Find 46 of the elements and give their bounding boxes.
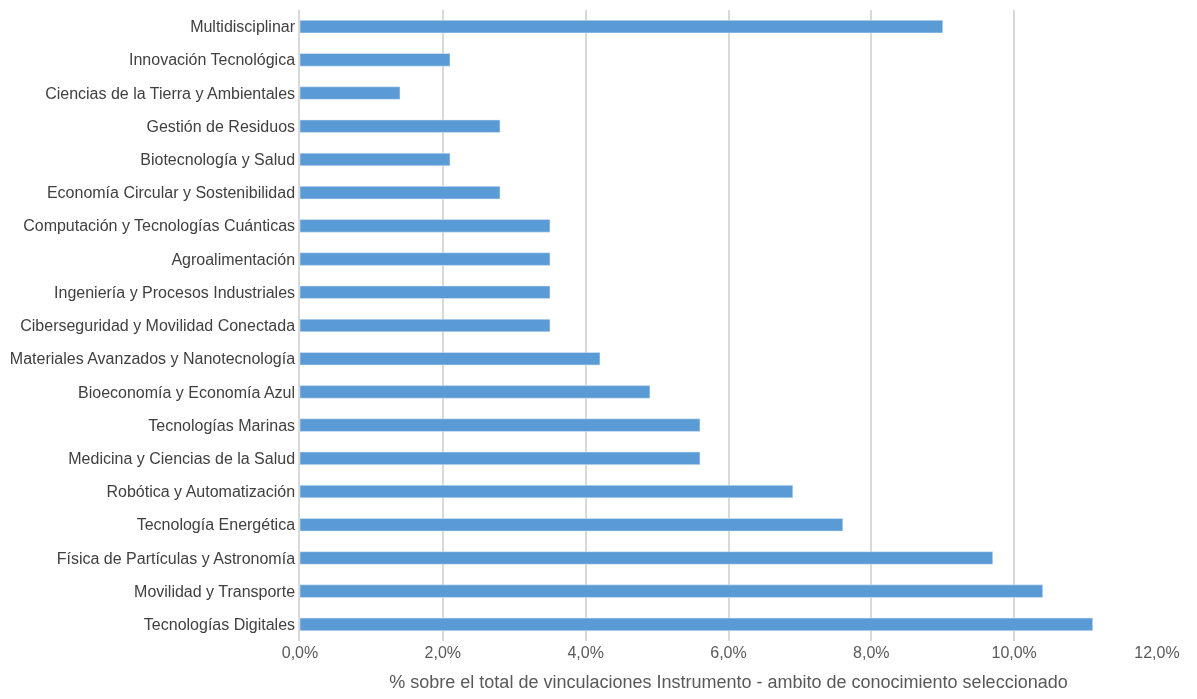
bar — [300, 385, 651, 399]
bar — [300, 252, 551, 266]
bar — [300, 451, 701, 465]
y-tick-label: Ciberseguridad y Movilidad Conectada — [20, 317, 296, 335]
bar — [300, 318, 551, 333]
y-tick-label: Economía Circular y Sostenibilidad — [46, 184, 296, 202]
y-tick-label: Computación y Tecnologías Cuánticas — [23, 217, 296, 235]
bar — [300, 617, 1093, 631]
y-tick-label: Bioeconomía y Economía Azul — [78, 383, 296, 401]
bar — [300, 584, 1043, 598]
y-tick-label: Ciencias de la Tierra y Ambientales — [45, 84, 296, 102]
y-tick-label: Medicina y Ciencias de la Salud — [68, 449, 296, 467]
y-tick-label: Materiales Avanzados y Nanotecnología — [9, 350, 296, 368]
y-tick-label: Agroalimentación — [171, 250, 296, 268]
bar — [300, 551, 993, 565]
x-tick-label: 4,0% — [567, 644, 604, 661]
x-tick-label: 8,0% — [853, 644, 890, 661]
bar — [300, 186, 501, 200]
bar — [300, 518, 844, 532]
bar — [300, 418, 701, 432]
y-tick-label: Tecnología Energética — [136, 516, 296, 534]
bar — [300, 484, 794, 499]
y-tick-label: Innovación Tecnológica — [129, 51, 296, 69]
y-tick-label: Tecnologías Marinas — [148, 416, 296, 434]
x-tick-label: 6,0% — [710, 644, 747, 661]
bar — [300, 352, 601, 366]
y-tick-label: Robótica y Automatización — [106, 483, 296, 501]
x-tick-label: 12,0% — [1134, 644, 1180, 661]
bar — [300, 119, 501, 133]
y-tick-label: Ingeniería y Procesos Industriales — [54, 283, 296, 301]
y-tick-label: Gestión de Residuos — [146, 117, 296, 135]
y-tick-label: Multidisciplinar — [190, 18, 296, 36]
y-tick-label: Física de Partículas y Astronomía — [56, 549, 296, 567]
bar — [300, 20, 943, 34]
y-tick-label: Movilidad y Transporte — [134, 582, 296, 600]
x-tick-label: 2,0% — [424, 644, 462, 661]
bar — [300, 86, 401, 100]
x-tick-label: 10,0% — [991, 644, 1037, 661]
x-axis-title: % sobre el total de vinculaciones Instrumento - ambito de conocimiento seleccionado — [389, 672, 1068, 693]
bar — [300, 53, 451, 67]
bar — [300, 285, 551, 299]
bar — [300, 219, 551, 233]
bar — [300, 152, 451, 167]
x-tick-label: 0,0% — [281, 644, 319, 661]
y-tick-label: Biotecnología y Salud — [140, 151, 296, 169]
y-tick-label: Tecnologías Digitales — [143, 615, 296, 633]
